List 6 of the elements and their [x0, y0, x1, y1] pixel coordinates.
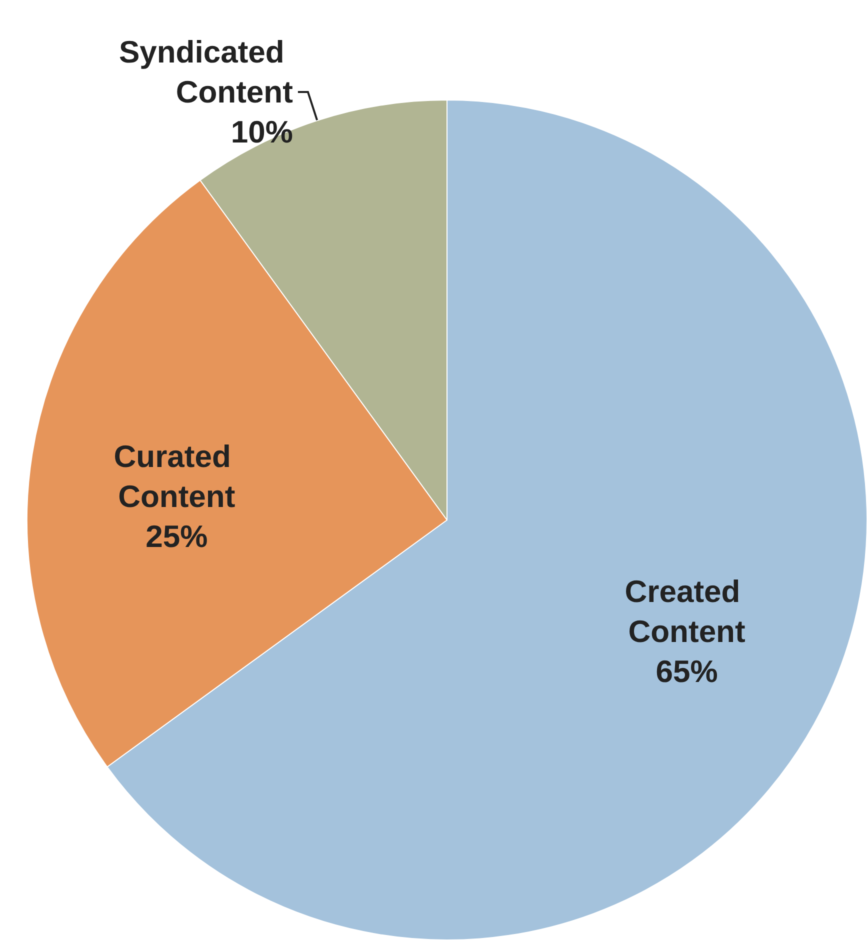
slice-label: Syndicated Content: [118, 34, 293, 110]
data-label: 10%: [230, 114, 293, 150]
data-label: 65%: [656, 654, 718, 690]
slice-label: Created Content: [624, 574, 749, 650]
data-label: 25%: [146, 519, 208, 554]
slice-label: Curated Content: [114, 439, 240, 514]
